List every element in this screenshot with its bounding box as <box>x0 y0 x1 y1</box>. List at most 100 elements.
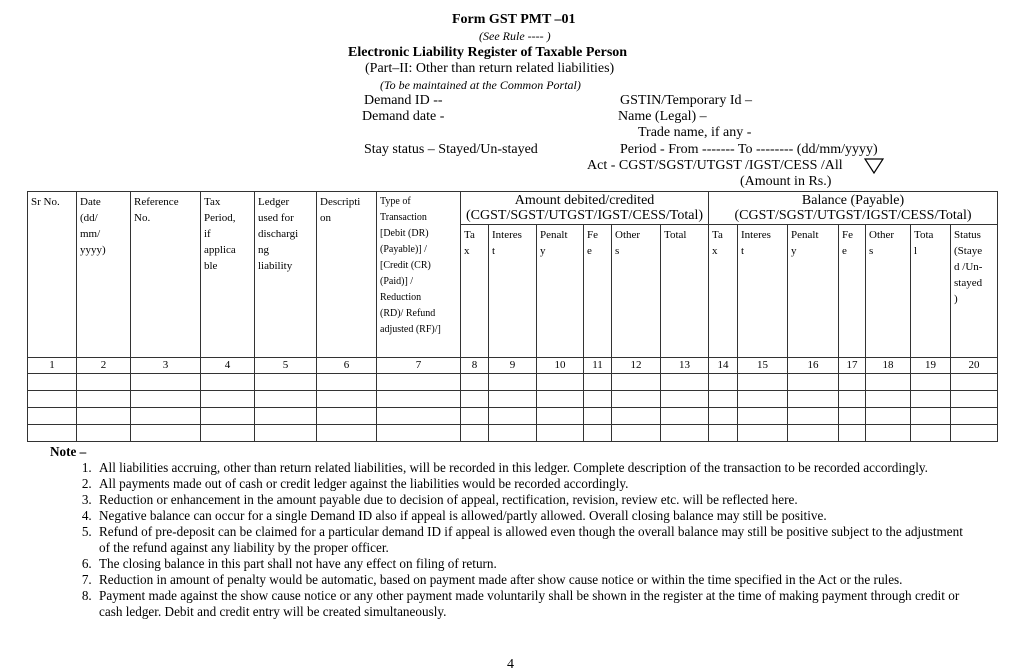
table-cell[interactable] <box>611 407 661 425</box>
stay-status-field: Stay status – Stayed/Un-stayed <box>364 142 538 157</box>
table-cell[interactable] <box>708 424 739 442</box>
note-item: Reduction in amount of penalty would be … <box>95 572 975 588</box>
table-cell[interactable] <box>76 407 131 425</box>
demand-date-field: Demand date - <box>362 109 445 124</box>
amount-unit: (Amount in Rs.) <box>740 174 832 189</box>
table-cell[interactable] <box>950 390 999 408</box>
table-cell[interactable] <box>254 407 317 425</box>
table-cell[interactable] <box>316 407 377 425</box>
table-cell[interactable] <box>536 407 584 425</box>
period-field: Period - From ------- To -------- (dd/mm… <box>620 142 878 157</box>
table-cell[interactable] <box>488 424 537 442</box>
table-cell[interactable] <box>838 373 867 391</box>
table-cell[interactable] <box>376 390 461 408</box>
table-cell[interactable] <box>659 424 710 442</box>
table-cell[interactable] <box>910 424 952 442</box>
table-cell[interactable] <box>708 407 739 425</box>
table-cell[interactable] <box>787 373 840 391</box>
table-cell[interactable] <box>254 424 317 442</box>
note-item: Negative balance can occur for a single … <box>95 508 975 524</box>
table-cell[interactable] <box>838 407 867 425</box>
table-cell[interactable] <box>76 373 131 391</box>
table-cell[interactable] <box>708 390 739 408</box>
note-item: Refund of pre-deposit can be claimed for… <box>95 524 975 556</box>
table-cell[interactable] <box>737 424 789 442</box>
table-cell[interactable] <box>460 424 489 442</box>
note-item: All liabilities accruing, other than ret… <box>95 460 975 476</box>
table-cell[interactable] <box>488 373 537 391</box>
table-cell[interactable] <box>460 407 489 425</box>
header-row-group: Sr No. Date (dd/ mm/ yyyy) Reference No.… <box>27 191 999 358</box>
table-cell[interactable] <box>460 373 489 391</box>
table-cell[interactable] <box>376 407 461 425</box>
table-cell[interactable] <box>787 424 840 442</box>
triangle-down-icon[interactable] <box>863 157 885 175</box>
col-header-transaction-type: Type of Transaction [Debit (DR) (Payable… <box>376 191 461 358</box>
table-cell[interactable] <box>737 373 789 391</box>
table-cell[interactable] <box>200 407 255 425</box>
col-header-balance-interest: Interes t <box>737 224 789 358</box>
column-number-cell: 13 <box>659 357 710 374</box>
table-cell[interactable] <box>254 390 317 408</box>
table-cell[interactable] <box>316 424 377 442</box>
table-cell[interactable] <box>254 373 317 391</box>
table-cell[interactable] <box>316 390 377 408</box>
table-cell[interactable] <box>27 424 77 442</box>
rule-reference: (See Rule ---- ) <box>479 29 551 43</box>
table-cell[interactable] <box>130 373 201 391</box>
table-cell[interactable] <box>583 407 612 425</box>
table-cell[interactable] <box>27 390 77 408</box>
table-cell[interactable] <box>787 407 840 425</box>
table-cell[interactable] <box>27 407 77 425</box>
table-cell[interactable] <box>737 407 789 425</box>
table-cell[interactable] <box>787 390 840 408</box>
column-number-cell: 9 <box>488 357 537 374</box>
table-cell[interactable] <box>659 407 710 425</box>
table-cell[interactable] <box>865 390 912 408</box>
table-cell[interactable] <box>583 373 612 391</box>
table-cell[interactable] <box>583 390 612 408</box>
name-legal-field: Name (Legal) – <box>618 109 707 124</box>
table-cell[interactable] <box>536 424 584 442</box>
table-cell[interactable] <box>76 424 131 442</box>
table-cell[interactable] <box>536 390 584 408</box>
table-cell[interactable] <box>488 407 537 425</box>
table-cell[interactable] <box>376 424 461 442</box>
table-cell[interactable] <box>910 407 952 425</box>
table-cell[interactable] <box>316 373 377 391</box>
table-cell[interactable] <box>27 373 77 391</box>
table-cell[interactable] <box>950 424 999 442</box>
table-cell[interactable] <box>950 373 999 391</box>
table-cell[interactable] <box>200 373 255 391</box>
table-cell[interactable] <box>737 390 789 408</box>
table-cell[interactable] <box>460 390 489 408</box>
table-cell[interactable] <box>130 390 201 408</box>
table-cell[interactable] <box>865 407 912 425</box>
table-cell[interactable] <box>611 390 661 408</box>
table-cell[interactable] <box>865 373 912 391</box>
table-cell[interactable] <box>838 424 867 442</box>
table-cell[interactable] <box>536 373 584 391</box>
table-cell[interactable] <box>130 424 201 442</box>
part-title: (Part–II: Other than return related liab… <box>365 61 615 76</box>
table-cell[interactable] <box>865 424 912 442</box>
table-cell[interactable] <box>659 373 710 391</box>
table-cell[interactable] <box>130 407 201 425</box>
table-cell[interactable] <box>611 424 661 442</box>
table-cell[interactable] <box>488 390 537 408</box>
col-header-balance-total: Tota l <box>910 224 952 358</box>
table-cell[interactable] <box>659 390 710 408</box>
note-item: All payments made out of cash or credit … <box>95 476 975 492</box>
table-cell[interactable] <box>950 407 999 425</box>
table-cell[interactable] <box>200 424 255 442</box>
table-cell[interactable] <box>200 390 255 408</box>
table-cell[interactable] <box>910 390 952 408</box>
table-cell[interactable] <box>611 373 661 391</box>
table-cell[interactable] <box>583 424 612 442</box>
table-cell[interactable] <box>708 373 739 391</box>
table-cell[interactable] <box>76 390 131 408</box>
table-cell[interactable] <box>376 373 461 391</box>
table-cell[interactable] <box>910 373 952 391</box>
table-cell[interactable] <box>838 390 867 408</box>
